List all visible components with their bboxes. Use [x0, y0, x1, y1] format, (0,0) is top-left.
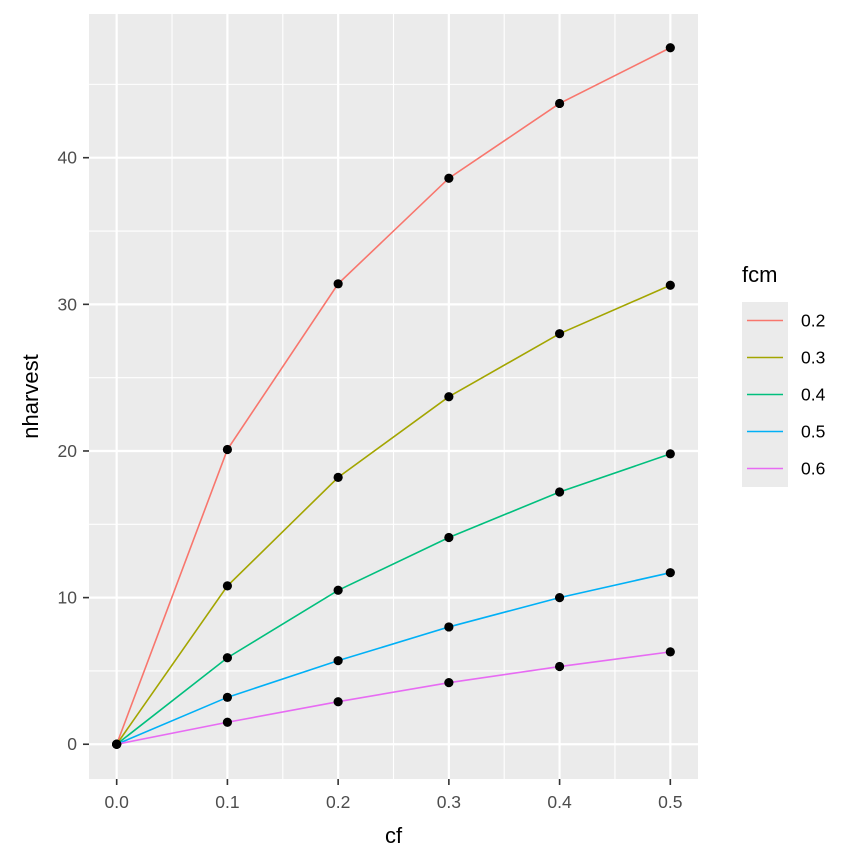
- data-point: [444, 622, 454, 632]
- data-point: [333, 697, 343, 707]
- data-point: [665, 43, 675, 53]
- legend-item-0.2: 0.2: [742, 302, 825, 339]
- y-tick-label: 20: [58, 441, 78, 461]
- legend-label: 0.3: [801, 348, 825, 368]
- series-line-0.3: [116, 284, 671, 745]
- data-point: [222, 692, 233, 702]
- data-point: [665, 647, 675, 657]
- legend-item-0.5: 0.5: [742, 413, 825, 450]
- data-point: [112, 739, 122, 749]
- legend-item-0.6: 0.6: [742, 450, 825, 487]
- x-tick-label: 0.0: [105, 792, 130, 812]
- x-axis-title: cf: [385, 823, 403, 848]
- x-tick-label: 0.3: [437, 792, 461, 812]
- data-point: [222, 717, 233, 727]
- data-point: [554, 487, 565, 497]
- data-point: [665, 568, 675, 578]
- y-tick-label: 10: [58, 588, 78, 608]
- data-point: [333, 585, 343, 595]
- data-point: [444, 678, 454, 688]
- data-point: [554, 661, 565, 672]
- data-point: [444, 532, 454, 543]
- legend-items: 0.2 0.3 0.4 0.5 0.6: [742, 302, 826, 487]
- x-tick-label: 0.1: [215, 792, 239, 812]
- x-axis: 0.0 0.1 0.2 0.3 0.4 0.5: [105, 779, 682, 812]
- legend: fcm 0.2 0.3 0.4 0.5 0.6: [742, 262, 826, 487]
- x-tick-label: 0.2: [326, 792, 350, 812]
- y-axis: 0 10 20 30 40: [58, 148, 89, 754]
- data-point: [444, 173, 454, 183]
- data-point: [444, 392, 454, 402]
- y-axis-title: nharvest: [18, 354, 43, 438]
- data-point: [333, 472, 343, 482]
- data-point: [665, 280, 675, 290]
- x-tick-label: 0.5: [658, 792, 682, 812]
- legend-label: 0.5: [801, 422, 825, 442]
- series-line-0.5: [116, 571, 671, 745]
- data-point: [333, 279, 343, 289]
- legend-item-0.4: 0.4: [742, 376, 826, 413]
- data-point: [554, 593, 565, 603]
- series-line-0.6: [116, 651, 671, 746]
- y-tick-label: 0: [67, 734, 77, 754]
- series-lines: [115, 47, 671, 746]
- data-point: [333, 656, 343, 666]
- data-point: [665, 449, 675, 459]
- legend-label: 0.6: [801, 459, 825, 479]
- y-tick-label: 30: [58, 294, 78, 314]
- data-point: [222, 653, 233, 663]
- legend-label: 0.2: [801, 311, 825, 331]
- data-point: [554, 98, 565, 109]
- data-point: [222, 444, 233, 455]
- series-points: [112, 43, 675, 749]
- legend-item-0.3: 0.3: [742, 339, 825, 376]
- legend-label: 0.4: [801, 385, 826, 405]
- data-point: [222, 581, 233, 591]
- y-tick-label: 40: [58, 148, 78, 168]
- legend-title: fcm: [742, 262, 777, 287]
- series-line-0.4: [116, 453, 671, 745]
- x-tick-label: 0.4: [547, 792, 572, 812]
- series-line-0.2: [115, 47, 671, 745]
- data-point: [554, 329, 565, 339]
